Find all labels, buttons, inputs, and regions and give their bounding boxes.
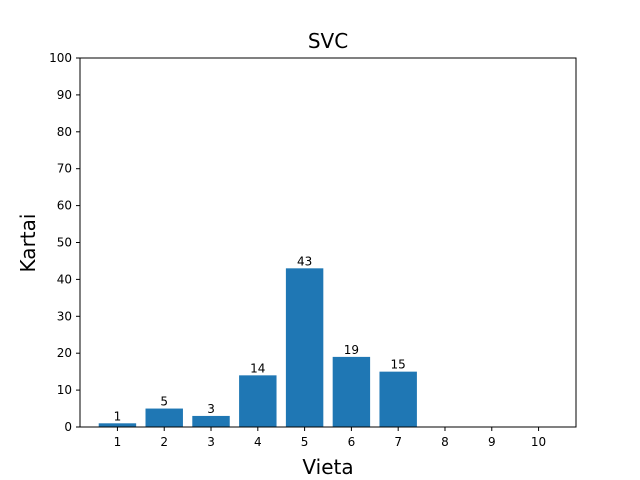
y-tick-label-80: 80 xyxy=(57,125,72,139)
bar-1 xyxy=(98,423,137,427)
x-axis-label: Vieta xyxy=(302,455,353,479)
data-label-7: 15 xyxy=(391,358,406,372)
x-tick-label-6: 6 xyxy=(348,435,356,449)
data-label-2: 5 xyxy=(160,395,168,409)
x-tick-label-1: 1 xyxy=(114,435,122,449)
bar-3 xyxy=(192,415,230,427)
y-tick-label-50: 50 xyxy=(57,236,72,250)
x-tick-label-2: 2 xyxy=(160,435,168,449)
bars-group xyxy=(98,268,417,427)
bar-4 xyxy=(239,375,277,427)
x-tick-label-4: 4 xyxy=(254,435,262,449)
y-tick-label-20: 20 xyxy=(57,346,72,360)
y-tick-label-70: 70 xyxy=(57,162,72,176)
data-label-6: 19 xyxy=(344,343,359,357)
y-tick-label-30: 30 xyxy=(57,309,72,323)
data-label-4: 14 xyxy=(250,361,265,375)
bar-6 xyxy=(332,356,371,427)
x-tick-label-9: 9 xyxy=(488,435,496,449)
bar-5 xyxy=(285,268,324,427)
y-tick-label-60: 60 xyxy=(57,199,72,213)
x-tick-label-7: 7 xyxy=(394,435,402,449)
y-axis-ticks: 0 10 20 30 40 50 60 70 80 90 100 xyxy=(49,51,80,434)
chart-title: SVC xyxy=(308,29,348,53)
plot-frame xyxy=(79,57,577,428)
y-tick-label-90: 90 xyxy=(57,88,72,102)
x-tick-label-3: 3 xyxy=(207,435,215,449)
bar-2 xyxy=(145,408,183,427)
x-axis-ticks: 1 2 3 4 5 6 7 8 9 10 xyxy=(114,427,546,449)
x-tick-label-8: 8 xyxy=(441,435,449,449)
y-tick-label-10: 10 xyxy=(57,383,72,397)
y-tick-label-0: 0 xyxy=(64,420,72,434)
data-label-1: 1 xyxy=(114,409,122,423)
y-axis-label: Kartai xyxy=(16,214,40,273)
data-label-5: 43 xyxy=(297,254,312,268)
x-tick-label-10: 10 xyxy=(531,435,546,449)
y-tick-label-40: 40 xyxy=(57,272,72,286)
data-label-3: 3 xyxy=(207,402,215,416)
y-tick-label-100: 100 xyxy=(49,51,72,65)
bar-7 xyxy=(379,371,417,427)
x-tick-label-5: 5 xyxy=(301,435,309,449)
